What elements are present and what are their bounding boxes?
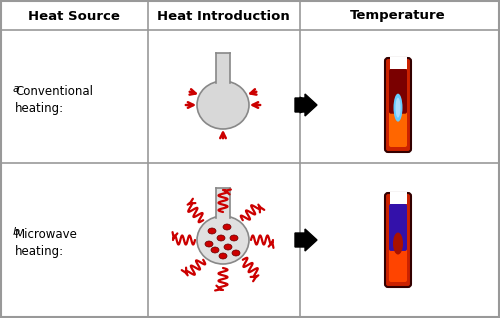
FancyBboxPatch shape bbox=[389, 204, 407, 251]
Ellipse shape bbox=[230, 235, 238, 241]
Text: a: a bbox=[13, 84, 20, 94]
Bar bbox=[390, 57, 406, 69]
Ellipse shape bbox=[396, 98, 400, 118]
Ellipse shape bbox=[393, 232, 403, 254]
Ellipse shape bbox=[223, 224, 231, 230]
FancyBboxPatch shape bbox=[389, 110, 407, 147]
Ellipse shape bbox=[394, 93, 402, 122]
Ellipse shape bbox=[211, 247, 219, 253]
Bar bbox=[216, 188, 230, 218]
FancyBboxPatch shape bbox=[389, 69, 407, 114]
FancyArrow shape bbox=[295, 229, 317, 251]
Text: Heat Introduction: Heat Introduction bbox=[156, 10, 290, 23]
Bar bbox=[390, 192, 406, 204]
FancyBboxPatch shape bbox=[389, 247, 407, 282]
FancyArrow shape bbox=[295, 94, 317, 116]
FancyBboxPatch shape bbox=[385, 58, 411, 152]
Ellipse shape bbox=[205, 241, 213, 247]
Ellipse shape bbox=[197, 81, 249, 129]
Text: Temperature: Temperature bbox=[350, 10, 446, 23]
Text: Conventional
heating:: Conventional heating: bbox=[15, 85, 93, 115]
Ellipse shape bbox=[219, 253, 227, 259]
Ellipse shape bbox=[208, 228, 216, 234]
Ellipse shape bbox=[217, 235, 225, 241]
Bar bbox=[216, 53, 230, 83]
FancyBboxPatch shape bbox=[385, 193, 411, 287]
Text: Microwave
heating:: Microwave heating: bbox=[15, 228, 78, 258]
Text: Heat Source: Heat Source bbox=[28, 10, 120, 23]
Text: b: b bbox=[13, 227, 20, 237]
Ellipse shape bbox=[224, 244, 232, 250]
Ellipse shape bbox=[197, 216, 249, 264]
Ellipse shape bbox=[232, 250, 240, 256]
